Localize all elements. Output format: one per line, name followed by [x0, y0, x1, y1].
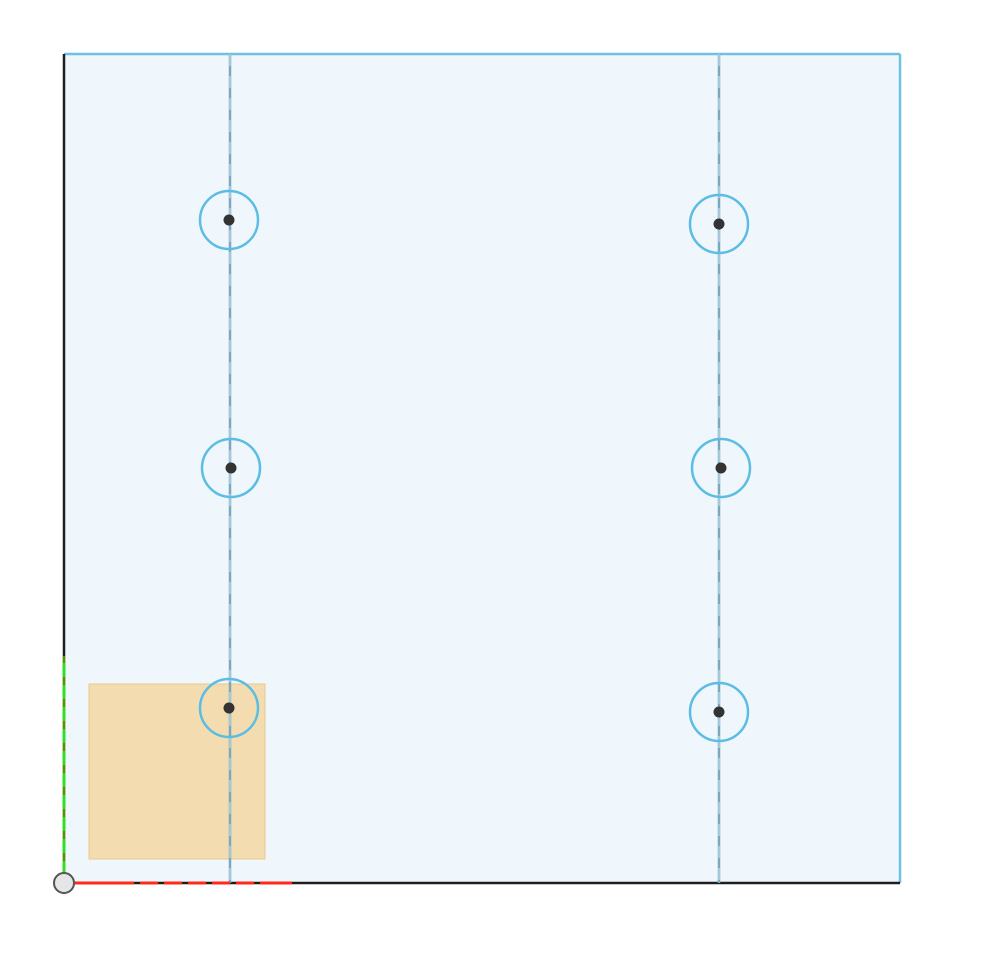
- hole-point-6[interactable]: [688, 681, 750, 743]
- origin-axes: [62, 656, 292, 885]
- hole-circle[interactable]: [198, 189, 260, 251]
- hole-point-2[interactable]: [200, 437, 262, 499]
- hole-circle[interactable]: [690, 437, 752, 499]
- hole-point-1[interactable]: [198, 189, 260, 251]
- hole-center-icon[interactable]: [225, 462, 237, 474]
- hole-point-5[interactable]: [690, 437, 752, 499]
- hole-center-icon[interactable]: [223, 702, 235, 714]
- origin-point-icon[interactable]: [53, 872, 75, 894]
- hole-circle[interactable]: [200, 437, 262, 499]
- hole-center-icon[interactable]: [715, 462, 727, 474]
- hole-circle[interactable]: [688, 681, 750, 743]
- hole-center-icon[interactable]: [713, 218, 725, 230]
- hole-circle[interactable]: [198, 677, 260, 739]
- hole-point-4[interactable]: [688, 193, 750, 255]
- hole-point-3[interactable]: [198, 677, 260, 739]
- hole-circle[interactable]: [688, 193, 750, 255]
- selection-highlight: [88, 683, 266, 860]
- hole-center-icon[interactable]: [223, 214, 235, 226]
- hole-center-icon[interactable]: [713, 706, 725, 718]
